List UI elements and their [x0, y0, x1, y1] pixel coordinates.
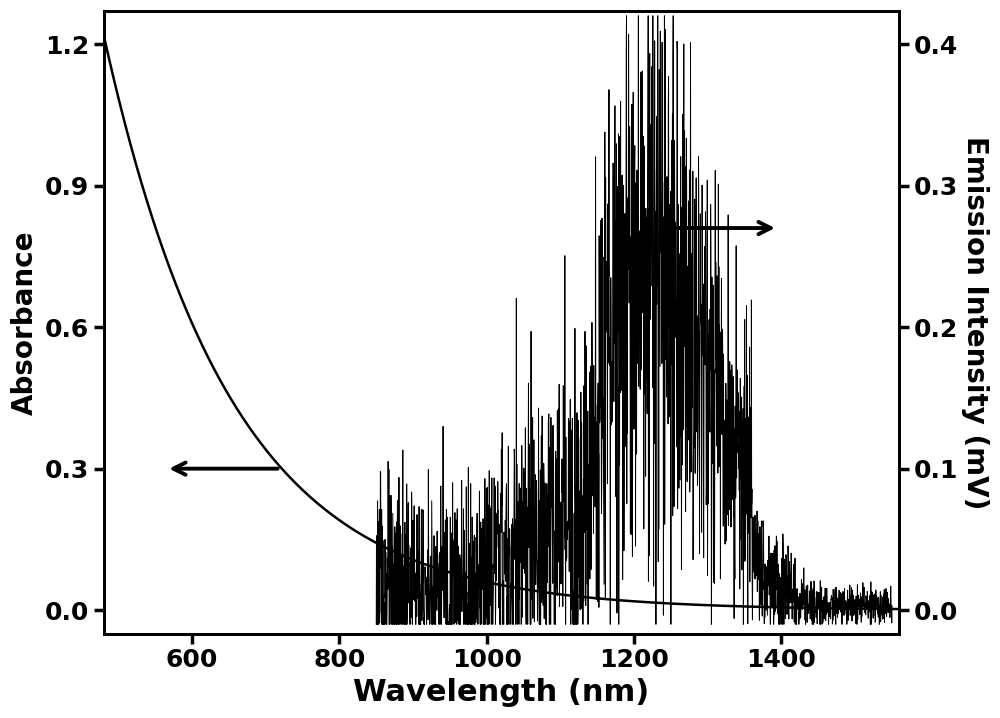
- Y-axis label: Emission Intensity (mV): Emission Intensity (mV): [961, 136, 989, 509]
- X-axis label: Wavelength (nm): Wavelength (nm): [353, 678, 650, 707]
- Y-axis label: Absorbance: Absorbance: [11, 230, 39, 415]
